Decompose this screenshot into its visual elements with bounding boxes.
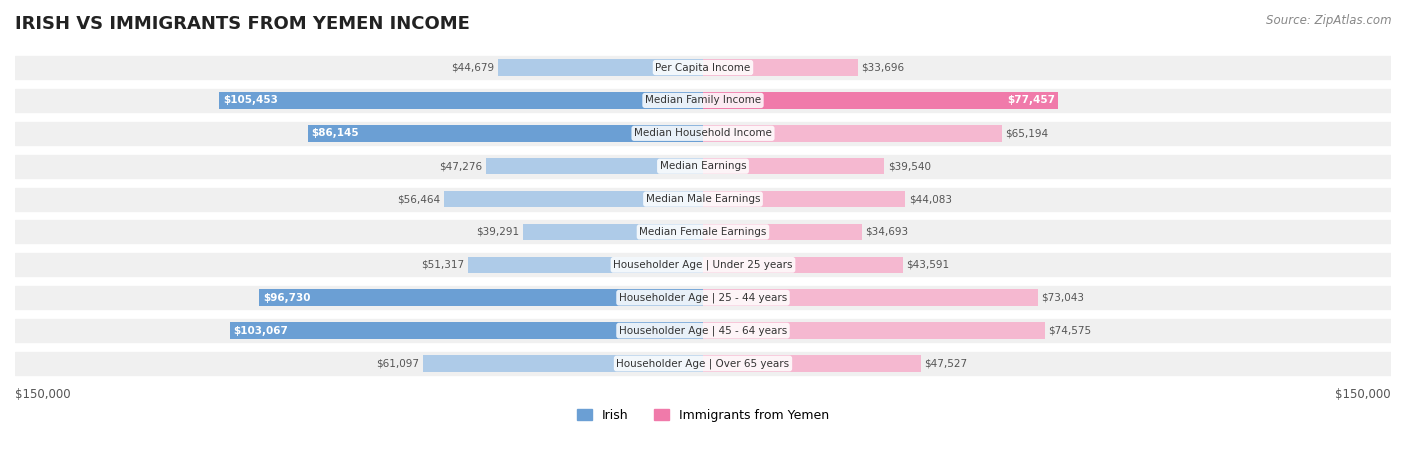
Bar: [15, 220, 1391, 243]
Bar: [15, 286, 1391, 309]
Text: $65,194: $65,194: [1005, 128, 1049, 138]
Bar: [468, 256, 703, 273]
Bar: [231, 322, 703, 339]
Text: $150,000: $150,000: [1336, 388, 1391, 401]
Text: $103,067: $103,067: [233, 325, 288, 336]
Text: $47,276: $47,276: [440, 161, 482, 171]
Text: Householder Age | Over 65 years: Householder Age | Over 65 years: [616, 358, 790, 369]
Bar: [219, 92, 703, 109]
Text: $150,000: $150,000: [15, 388, 70, 401]
Text: Median Household Income: Median Household Income: [634, 128, 772, 138]
Bar: [523, 224, 703, 240]
Bar: [15, 253, 1391, 276]
Bar: [498, 59, 703, 76]
Bar: [703, 59, 858, 76]
Legend: Irish, Immigrants from Yemen: Irish, Immigrants from Yemen: [572, 404, 834, 427]
Text: IRISH VS IMMIGRANTS FROM YEMEN INCOME: IRISH VS IMMIGRANTS FROM YEMEN INCOME: [15, 15, 470, 33]
Bar: [423, 355, 703, 372]
Bar: [703, 290, 1038, 306]
Bar: [703, 158, 884, 175]
Text: $34,693: $34,693: [866, 227, 908, 237]
Bar: [703, 256, 903, 273]
Bar: [15, 122, 1391, 145]
Text: $44,083: $44,083: [908, 194, 952, 204]
Bar: [444, 191, 703, 207]
Text: Householder Age | Under 25 years: Householder Age | Under 25 years: [613, 260, 793, 270]
Bar: [703, 355, 921, 372]
Text: $86,145: $86,145: [311, 128, 359, 138]
Bar: [703, 125, 1002, 142]
Text: Source: ZipAtlas.com: Source: ZipAtlas.com: [1267, 14, 1392, 27]
Bar: [259, 290, 703, 306]
Text: Median Family Income: Median Family Income: [645, 95, 761, 106]
Bar: [15, 352, 1391, 375]
Text: $96,730: $96,730: [263, 293, 311, 303]
Text: $39,540: $39,540: [887, 161, 931, 171]
Bar: [486, 158, 703, 175]
Bar: [15, 155, 1391, 178]
Text: Per Capita Income: Per Capita Income: [655, 63, 751, 72]
Text: $33,696: $33,696: [860, 63, 904, 72]
Text: Median Male Earnings: Median Male Earnings: [645, 194, 761, 204]
Bar: [703, 191, 905, 207]
Text: Householder Age | 45 - 64 years: Householder Age | 45 - 64 years: [619, 325, 787, 336]
Text: $74,575: $74,575: [1049, 325, 1091, 336]
Text: Median Female Earnings: Median Female Earnings: [640, 227, 766, 237]
Bar: [15, 56, 1391, 79]
Bar: [15, 89, 1391, 112]
Text: $61,097: $61,097: [377, 359, 419, 368]
Bar: [15, 319, 1391, 342]
Text: $43,591: $43,591: [907, 260, 949, 270]
Text: Householder Age | 25 - 44 years: Householder Age | 25 - 44 years: [619, 292, 787, 303]
Text: $77,457: $77,457: [1007, 95, 1054, 106]
Bar: [703, 322, 1045, 339]
Bar: [703, 224, 862, 240]
Text: Median Earnings: Median Earnings: [659, 161, 747, 171]
Text: $51,317: $51,317: [420, 260, 464, 270]
Text: $39,291: $39,291: [477, 227, 519, 237]
Bar: [308, 125, 703, 142]
Text: $73,043: $73,043: [1042, 293, 1084, 303]
Bar: [703, 92, 1059, 109]
Text: $105,453: $105,453: [222, 95, 277, 106]
Text: $47,527: $47,527: [924, 359, 967, 368]
Bar: [15, 188, 1391, 211]
Text: $44,679: $44,679: [451, 63, 495, 72]
Text: $56,464: $56,464: [398, 194, 440, 204]
